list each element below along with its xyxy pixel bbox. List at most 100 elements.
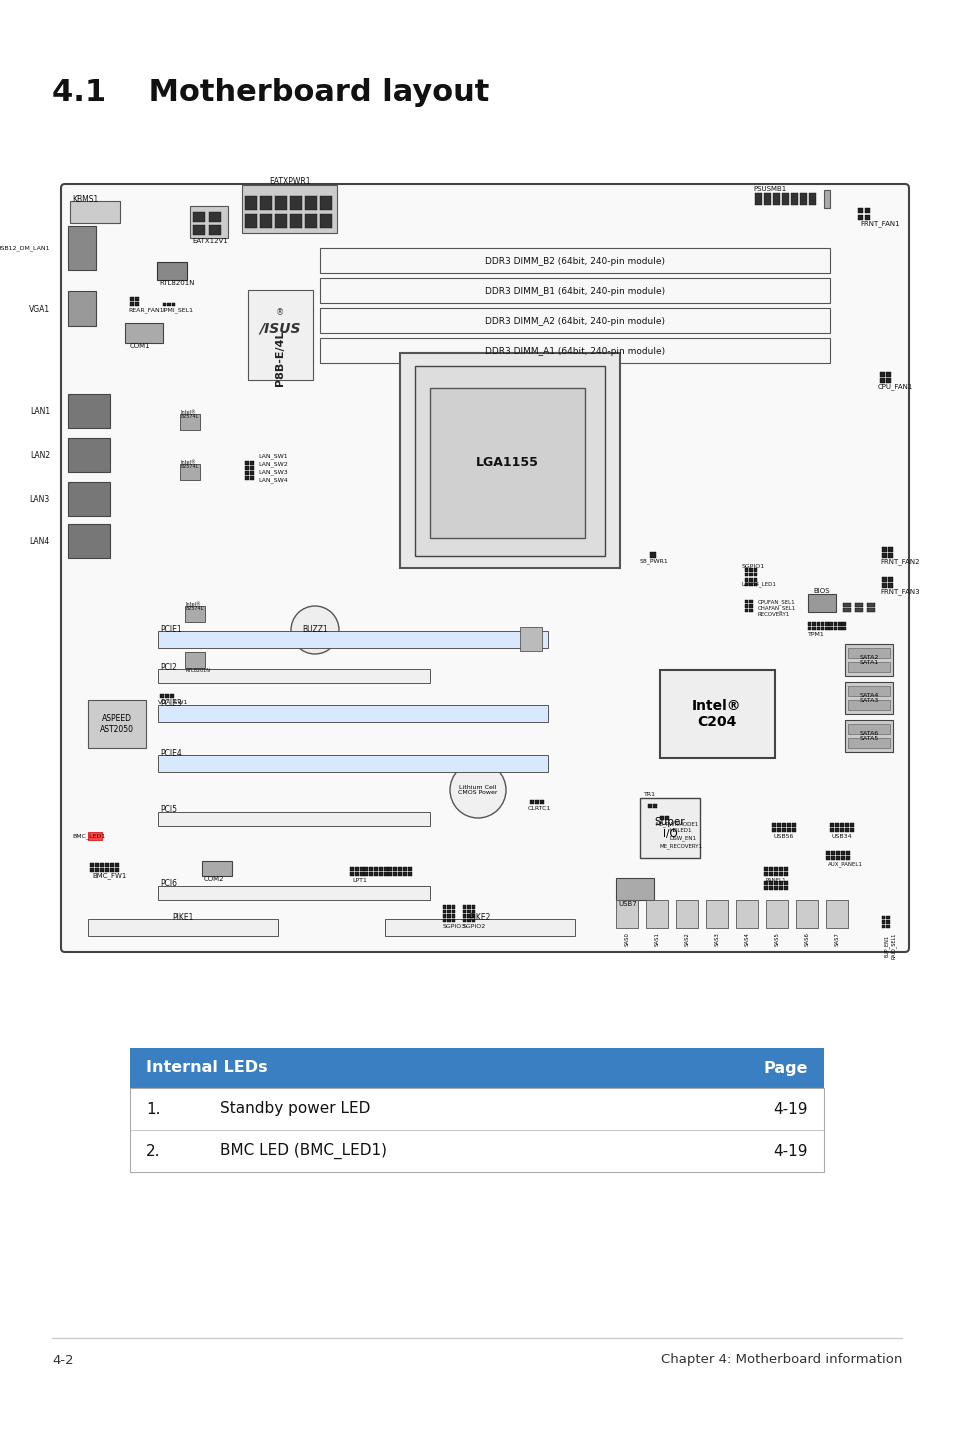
Text: Internal LEDs: Internal LEDs bbox=[146, 1060, 268, 1076]
Text: SAS7: SAS7 bbox=[834, 932, 839, 946]
Bar bbox=[397, 871, 401, 876]
Bar bbox=[781, 828, 785, 833]
Text: RECOVERY1: RECOVERY1 bbox=[758, 611, 789, 617]
Bar bbox=[887, 554, 892, 558]
Bar bbox=[245, 466, 249, 470]
Text: BMC_FW1: BMC_FW1 bbox=[91, 873, 126, 880]
Circle shape bbox=[291, 605, 338, 654]
Text: 82574L: 82574L bbox=[181, 414, 199, 418]
Bar bbox=[95, 863, 99, 867]
Bar bbox=[820, 627, 823, 630]
Bar bbox=[885, 916, 889, 919]
Text: LAN_SW3: LAN_SW3 bbox=[257, 469, 288, 475]
Bar bbox=[105, 863, 109, 867]
Bar bbox=[383, 871, 387, 876]
Bar bbox=[779, 886, 782, 890]
Bar bbox=[290, 196, 302, 210]
Text: SAS0: SAS0 bbox=[624, 932, 629, 946]
Bar bbox=[242, 186, 336, 233]
Bar bbox=[749, 600, 752, 603]
Bar bbox=[753, 572, 757, 577]
Bar bbox=[768, 881, 772, 884]
Text: USB56: USB56 bbox=[773, 834, 794, 838]
Text: LAN_SW4: LAN_SW4 bbox=[257, 477, 288, 483]
Bar bbox=[885, 372, 890, 377]
Bar bbox=[816, 627, 820, 630]
Bar bbox=[462, 915, 466, 917]
Bar bbox=[158, 755, 547, 772]
Text: Super
I/O: Super I/O bbox=[654, 817, 684, 838]
Text: EATX12V1: EATX12V1 bbox=[192, 239, 228, 244]
Bar bbox=[885, 378, 890, 383]
Bar bbox=[250, 462, 253, 464]
Bar bbox=[828, 627, 832, 630]
Bar bbox=[88, 833, 102, 840]
Bar bbox=[393, 867, 396, 871]
Bar bbox=[616, 900, 638, 928]
Bar bbox=[115, 863, 119, 867]
Text: DSW_EN1: DSW_EN1 bbox=[669, 835, 697, 841]
Text: BUZZ1: BUZZ1 bbox=[302, 626, 328, 634]
Bar bbox=[68, 523, 110, 558]
Bar bbox=[90, 869, 94, 871]
Bar bbox=[467, 905, 471, 909]
Text: PCIE3: PCIE3 bbox=[160, 699, 182, 707]
Bar bbox=[749, 582, 752, 587]
Bar bbox=[209, 224, 221, 234]
Bar bbox=[864, 209, 869, 213]
Bar bbox=[115, 869, 119, 871]
Bar bbox=[771, 828, 775, 833]
Text: AUX_PANEL1: AUX_PANEL1 bbox=[827, 861, 862, 867]
Bar bbox=[130, 1048, 823, 1089]
Text: 82574L: 82574L bbox=[186, 605, 204, 611]
Bar bbox=[773, 881, 778, 884]
Text: Standby power LED: Standby power LED bbox=[220, 1102, 370, 1116]
Bar bbox=[783, 881, 787, 884]
Text: Intel®
C204: Intel® C204 bbox=[692, 699, 741, 729]
Bar bbox=[887, 546, 892, 552]
Bar bbox=[744, 572, 748, 577]
Text: LAN_SW2: LAN_SW2 bbox=[257, 462, 288, 467]
Bar bbox=[772, 193, 780, 206]
Bar bbox=[840, 823, 843, 827]
Bar bbox=[829, 828, 833, 833]
Bar bbox=[659, 670, 774, 758]
Bar bbox=[749, 568, 752, 571]
Text: PCI6: PCI6 bbox=[160, 880, 177, 889]
Bar bbox=[462, 905, 466, 909]
Bar bbox=[647, 804, 651, 808]
Bar bbox=[744, 568, 748, 571]
Text: 4-19: 4-19 bbox=[773, 1102, 807, 1116]
Bar bbox=[864, 216, 869, 220]
Bar bbox=[866, 603, 874, 607]
Text: S8_PWR1: S8_PWR1 bbox=[639, 558, 668, 564]
Bar bbox=[705, 900, 727, 928]
Bar bbox=[359, 871, 363, 876]
Bar bbox=[90, 863, 94, 867]
Bar bbox=[840, 828, 843, 833]
Bar bbox=[879, 372, 884, 377]
Bar bbox=[676, 900, 698, 928]
Bar bbox=[88, 919, 277, 936]
Bar bbox=[452, 915, 455, 917]
Bar bbox=[735, 900, 758, 928]
Text: PCIE4: PCIE4 bbox=[160, 749, 182, 758]
Bar bbox=[773, 867, 778, 871]
Bar bbox=[649, 552, 656, 558]
Bar bbox=[364, 871, 368, 876]
Bar bbox=[467, 919, 471, 922]
Bar bbox=[841, 627, 845, 630]
Text: PSUSMB1: PSUSMB1 bbox=[752, 186, 785, 193]
Bar bbox=[130, 1089, 823, 1172]
Bar bbox=[467, 915, 471, 917]
Text: DDR3 DIMM_B1 (64bit, 240-pin module): DDR3 DIMM_B1 (64bit, 240-pin module) bbox=[484, 286, 664, 295]
Text: KBMS1: KBMS1 bbox=[71, 194, 98, 204]
Bar bbox=[472, 915, 475, 917]
Text: DDR3 DIMM_B2 (64bit, 240-pin module): DDR3 DIMM_B2 (64bit, 240-pin module) bbox=[484, 256, 664, 266]
Bar bbox=[845, 856, 849, 860]
Bar bbox=[364, 867, 368, 871]
Text: BMC LED (BMC_LED1): BMC LED (BMC_LED1) bbox=[220, 1143, 387, 1159]
Bar bbox=[130, 1130, 823, 1172]
Text: PCI5: PCI5 bbox=[160, 805, 177, 814]
Bar bbox=[125, 324, 163, 344]
